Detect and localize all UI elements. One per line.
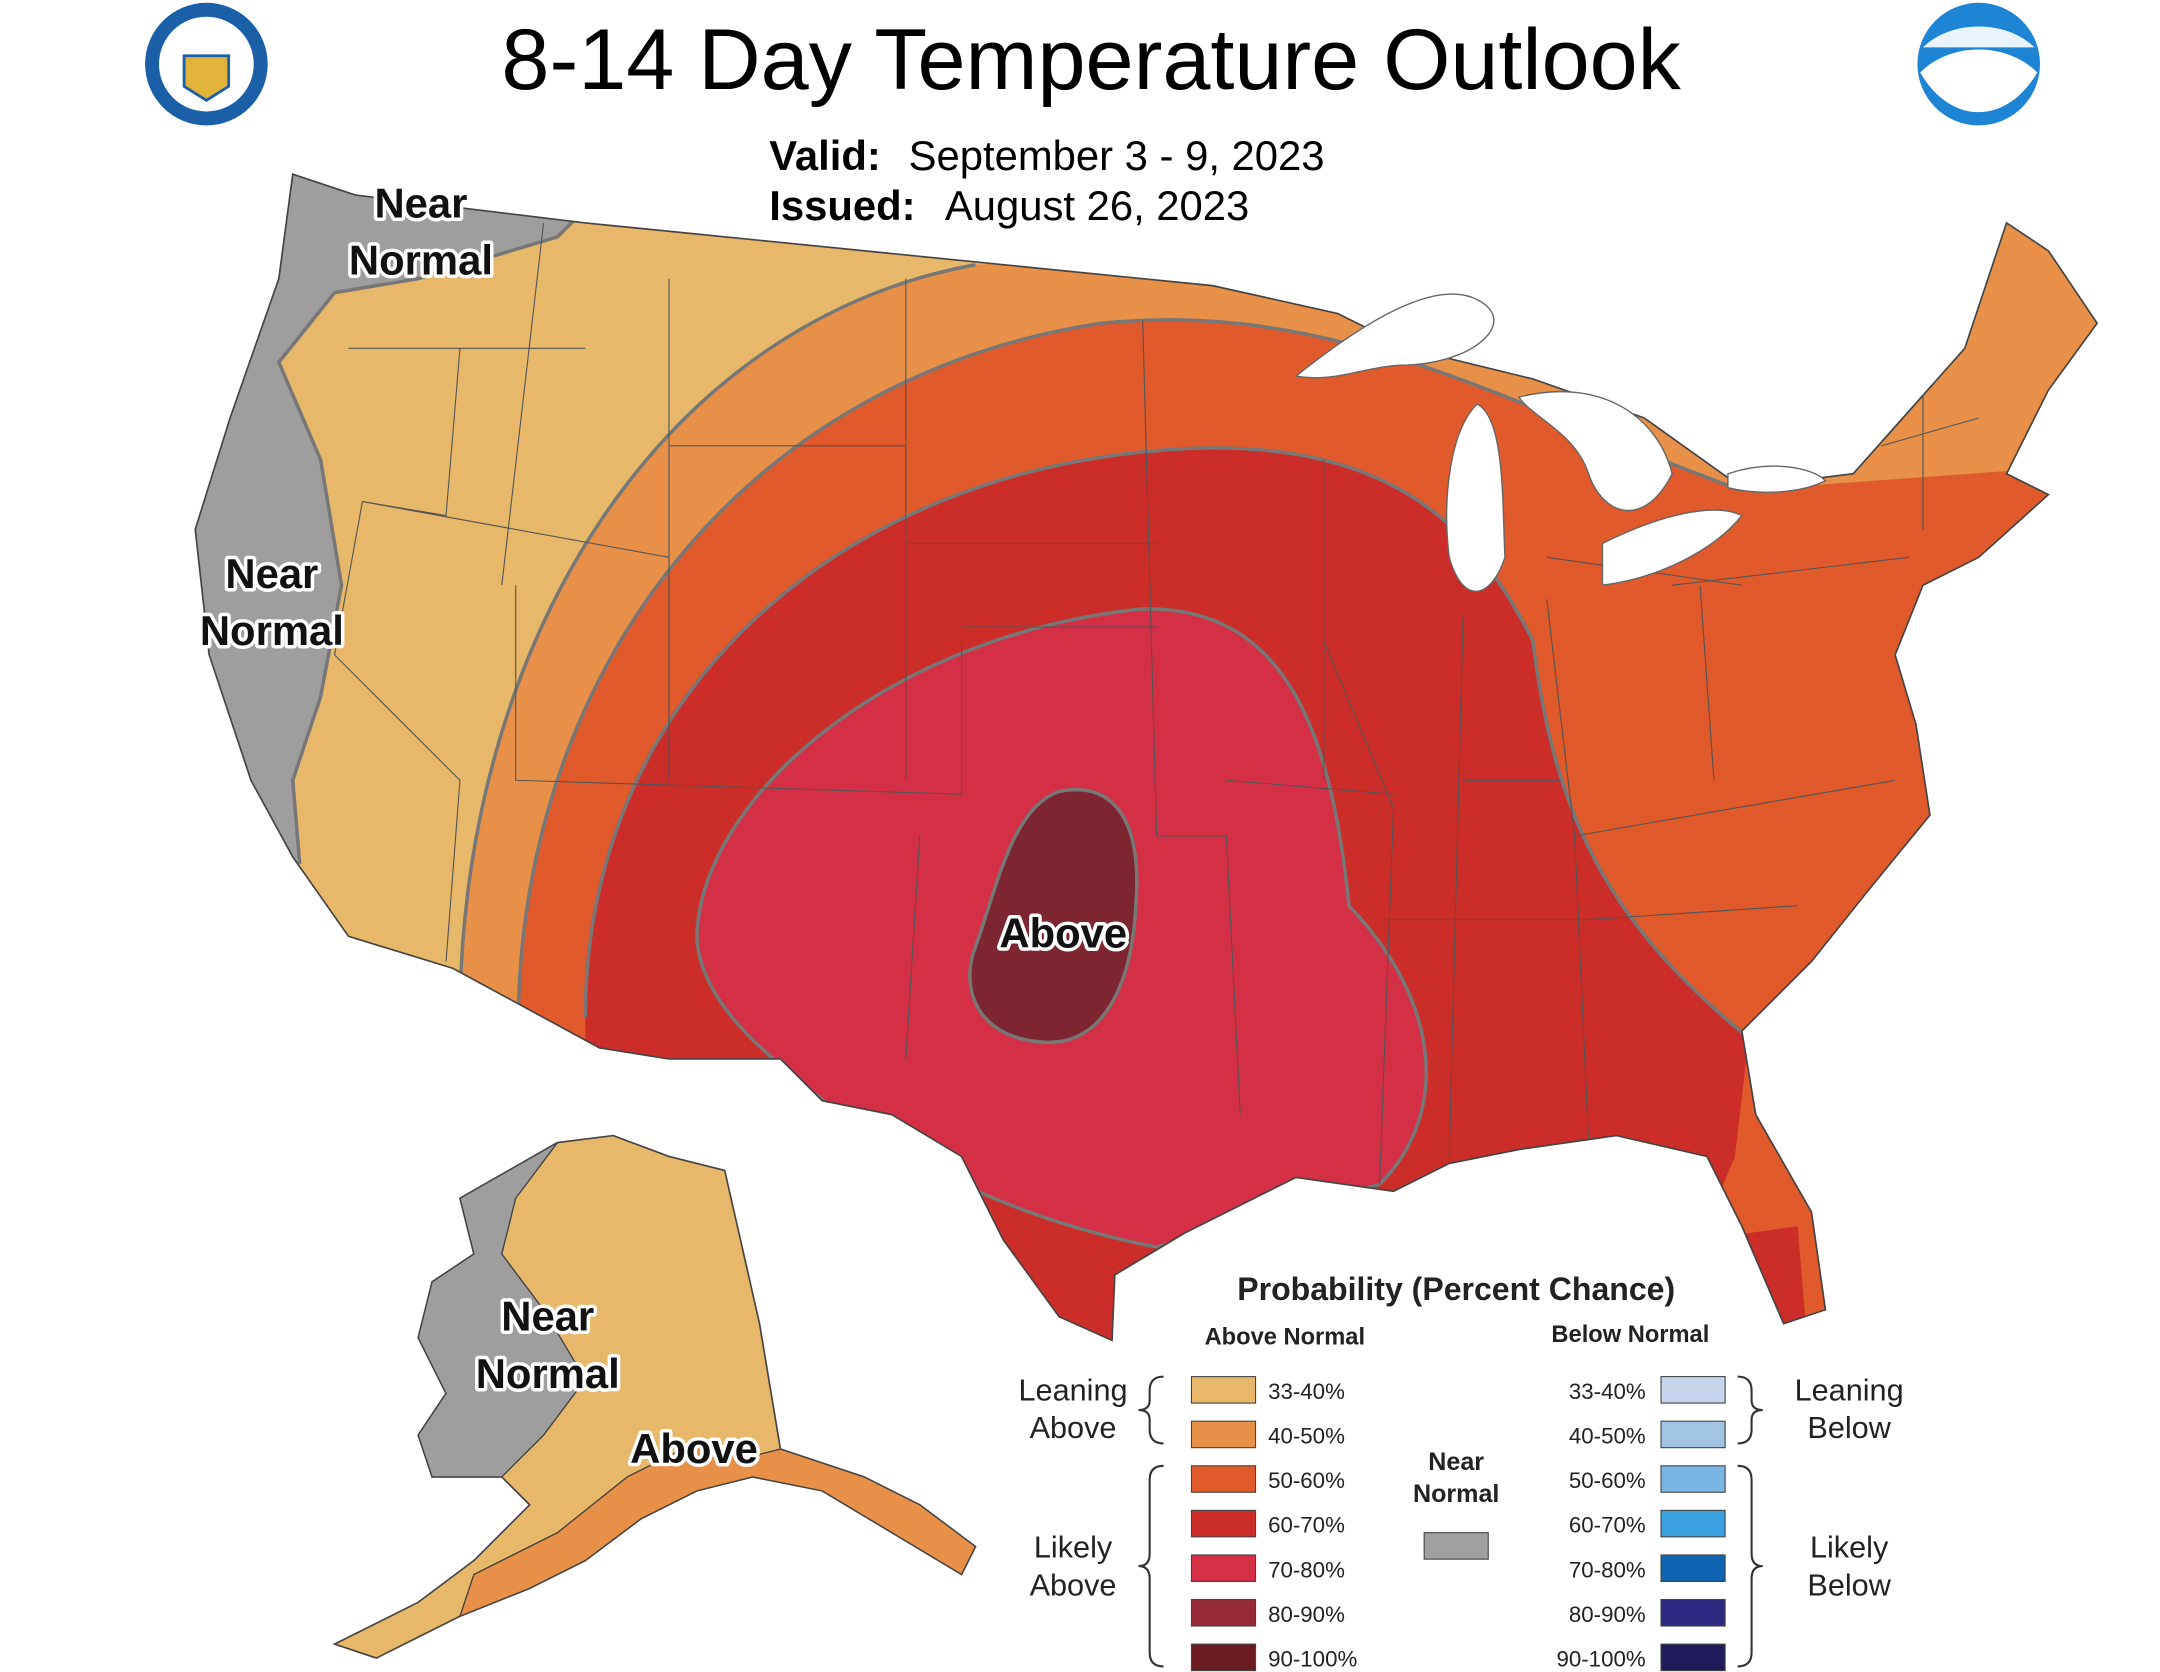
map-label: Near bbox=[225, 550, 318, 597]
likely-below: Below bbox=[1807, 1568, 1891, 1602]
below-swatch bbox=[1660, 1509, 1726, 1538]
great-lakes bbox=[1294, 293, 1827, 592]
map-label: Normal bbox=[349, 236, 493, 283]
above-label: 60-70% bbox=[1268, 1513, 1345, 1538]
map-label: Above bbox=[630, 1425, 758, 1472]
legend-title: Probability (Percent Chance) bbox=[1237, 1271, 1675, 1307]
below-swatch bbox=[1660, 1598, 1726, 1627]
below-label: 33-40% bbox=[1569, 1379, 1646, 1404]
title: 8-14 Day Temperature Outlook bbox=[501, 12, 1681, 108]
map-label: Normal bbox=[476, 1350, 620, 1397]
map-label: Normal bbox=[200, 607, 344, 654]
zone-80-90 bbox=[969, 789, 1137, 1043]
likely-above: Likely bbox=[1034, 1531, 1113, 1565]
below-swatch bbox=[1660, 1465, 1726, 1493]
above-swatch bbox=[1190, 1509, 1257, 1538]
leaning-below: Below bbox=[1807, 1411, 1891, 1445]
valid-label: Valid: bbox=[769, 132, 881, 179]
near-label: Near bbox=[1428, 1448, 1484, 1476]
above-label: 50-60% bbox=[1268, 1468, 1345, 1493]
braces bbox=[1138, 1375, 1763, 1668]
below-swatch bbox=[1660, 1554, 1726, 1582]
conus-outline bbox=[194, 173, 2099, 1342]
below-heading: Below Normal bbox=[1551, 1322, 1709, 1348]
above-label: 40-50% bbox=[1268, 1423, 1345, 1448]
issued-label: Issued: bbox=[769, 182, 915, 229]
alaska-map bbox=[332, 1134, 977, 1659]
below-swatch bbox=[1660, 1420, 1726, 1449]
above-label: 70-80% bbox=[1268, 1557, 1345, 1582]
likely-above: Above bbox=[1030, 1568, 1117, 1602]
above-swatch bbox=[1190, 1643, 1257, 1672]
near-swatch bbox=[1423, 1532, 1489, 1560]
above-swatch bbox=[1190, 1554, 1257, 1582]
above-heading: Above Normal bbox=[1205, 1325, 1365, 1351]
above-swatch bbox=[1190, 1598, 1257, 1627]
below-label: 50-60% bbox=[1569, 1468, 1646, 1493]
above-label: 33-40% bbox=[1268, 1379, 1345, 1404]
above-swatch bbox=[1190, 1465, 1257, 1493]
issued-date: August 26, 2023 bbox=[945, 182, 1249, 229]
likely-below: Likely bbox=[1810, 1531, 1889, 1565]
legend: Probability (Percent Chance) Above Norma… bbox=[1019, 1271, 1904, 1671]
map-label: Near bbox=[501, 1293, 594, 1340]
below-label: 90-100% bbox=[1556, 1646, 1645, 1671]
map-label: Above bbox=[999, 909, 1127, 956]
near-label: Normal bbox=[1413, 1480, 1499, 1508]
doc-logo bbox=[145, 2, 268, 126]
below-label: 60-70% bbox=[1569, 1513, 1646, 1538]
above-label: 90-100% bbox=[1268, 1646, 1357, 1671]
above-swatch bbox=[1190, 1376, 1257, 1404]
below-label: 40-50% bbox=[1569, 1423, 1646, 1448]
leaning-below: Leaning bbox=[1795, 1373, 1904, 1407]
map-label: Near bbox=[374, 179, 467, 226]
below-swatch bbox=[1660, 1376, 1726, 1404]
above-swatch bbox=[1190, 1420, 1257, 1449]
below-label: 80-90% bbox=[1569, 1602, 1646, 1627]
leaning-above: Above bbox=[1030, 1411, 1117, 1445]
conus-map bbox=[195, 174, 2098, 1341]
leaning-above: Leaning bbox=[1019, 1373, 1128, 1407]
below-label: 70-80% bbox=[1569, 1557, 1646, 1582]
noaa-logo bbox=[1917, 2, 2041, 126]
below-swatch bbox=[1660, 1643, 1726, 1672]
valid-dates: September 3 - 9, 2023 bbox=[909, 132, 1325, 179]
above-label: 80-90% bbox=[1268, 1602, 1345, 1627]
